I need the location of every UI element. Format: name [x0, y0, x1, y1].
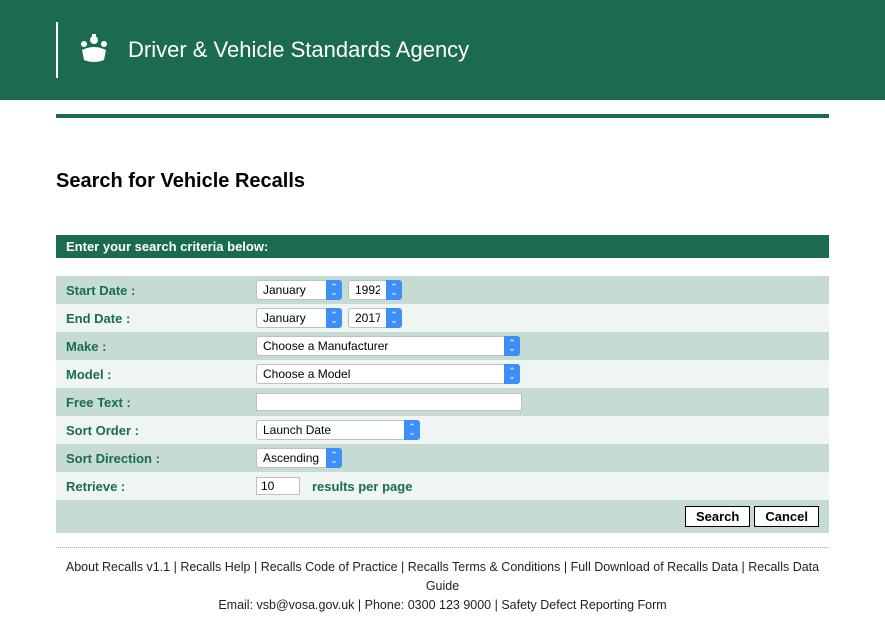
- row-retrieve: Retrieve : results per page: [56, 472, 829, 500]
- footer-link-terms[interactable]: Recalls Terms & Conditions: [408, 560, 561, 574]
- chevron-updown-icon: [504, 364, 520, 384]
- footer: About Recalls v1.1 | Recalls Help | Reca…: [56, 558, 829, 614]
- chevron-updown-icon: [386, 280, 402, 300]
- footer-link-report[interactable]: Safety Defect Reporting Form: [501, 598, 666, 612]
- label-free-text: Free Text :: [56, 395, 256, 410]
- free-text-input[interactable]: [256, 393, 522, 411]
- label-sort-order: Sort Order :: [56, 423, 256, 438]
- site-header: Driver & Vehicle Standards Agency: [0, 0, 885, 100]
- search-button[interactable]: Search: [685, 506, 750, 527]
- sort-direction-select[interactable]: Ascending: [256, 448, 326, 468]
- start-year-select[interactable]: 1992: [348, 280, 386, 300]
- end-year-select[interactable]: 2017: [348, 308, 386, 328]
- sort-direction-select-wrap[interactable]: Ascending: [256, 448, 342, 468]
- agency-title: Driver & Vehicle Standards Agency: [128, 37, 469, 63]
- row-sort-order: Sort Order : Launch Date: [56, 416, 829, 444]
- start-month-select-wrap[interactable]: January: [256, 280, 342, 300]
- footer-links-line: About Recalls v1.1 | Recalls Help | Reca…: [56, 558, 829, 596]
- chevron-updown-icon: [404, 420, 420, 440]
- label-model: Model :: [56, 367, 256, 382]
- button-row: Search Cancel: [56, 500, 829, 533]
- row-start-date: Start Date : January 1992: [56, 276, 829, 304]
- search-form: Start Date : January 1992 End Date :: [56, 276, 829, 533]
- row-sort-direction: Sort Direction : Ascending: [56, 444, 829, 472]
- make-select[interactable]: Choose a Manufacturer: [256, 336, 504, 356]
- retrieve-suffix: results per page: [312, 479, 412, 494]
- chevron-updown-icon: [326, 308, 342, 328]
- chevron-updown-icon: [504, 336, 520, 356]
- page-title: Search for Vehicle Recalls: [56, 170, 829, 193]
- criteria-header: Enter your search criteria below:: [56, 235, 829, 258]
- sort-order-select[interactable]: Launch Date: [256, 420, 404, 440]
- footer-link-help[interactable]: Recalls Help: [180, 560, 250, 574]
- crown-crest-icon: [74, 30, 114, 71]
- label-retrieve: Retrieve :: [56, 479, 256, 494]
- retrieve-input[interactable]: [256, 477, 300, 495]
- label-make: Make :: [56, 339, 256, 354]
- row-model: Model : Choose a Model: [56, 360, 829, 388]
- footer-link-code[interactable]: Recalls Code of Practice: [261, 560, 398, 574]
- label-end-date: End Date :: [56, 311, 256, 326]
- row-free-text: Free Text :: [56, 388, 829, 416]
- footer-link-about[interactable]: About Recalls v1.1: [66, 560, 170, 574]
- main-content: Search for Vehicle Recalls Enter your se…: [0, 114, 885, 644]
- footer-link-download[interactable]: Full Download of Recalls Data: [571, 560, 738, 574]
- chevron-updown-icon: [386, 308, 402, 328]
- label-start-date: Start Date :: [56, 283, 256, 298]
- footer-contact: Email: vsb@vosa.gov.uk | Phone: 0300 123…: [218, 598, 501, 612]
- row-end-date: End Date : January 2017: [56, 304, 829, 332]
- sort-order-select-wrap[interactable]: Launch Date: [256, 420, 420, 440]
- start-year-select-wrap[interactable]: 1992: [348, 280, 402, 300]
- start-month-select[interactable]: January: [256, 280, 326, 300]
- dotted-separator: [56, 547, 829, 548]
- teal-separator: [56, 114, 829, 118]
- row-make: Make : Choose a Manufacturer: [56, 332, 829, 360]
- chevron-updown-icon: [326, 280, 342, 300]
- end-month-select[interactable]: January: [256, 308, 326, 328]
- make-select-wrap[interactable]: Choose a Manufacturer: [256, 336, 520, 356]
- end-year-select-wrap[interactable]: 2017: [348, 308, 402, 328]
- model-select-wrap[interactable]: Choose a Model: [256, 364, 520, 384]
- chevron-updown-icon: [326, 448, 342, 468]
- model-select[interactable]: Choose a Model: [256, 364, 504, 384]
- footer-contact-line: Email: vsb@vosa.gov.uk | Phone: 0300 123…: [56, 596, 829, 615]
- cancel-button[interactable]: Cancel: [754, 506, 819, 527]
- label-sort-direction: Sort Direction :: [56, 451, 256, 466]
- header-divider: [56, 22, 58, 78]
- end-month-select-wrap[interactable]: January: [256, 308, 342, 328]
